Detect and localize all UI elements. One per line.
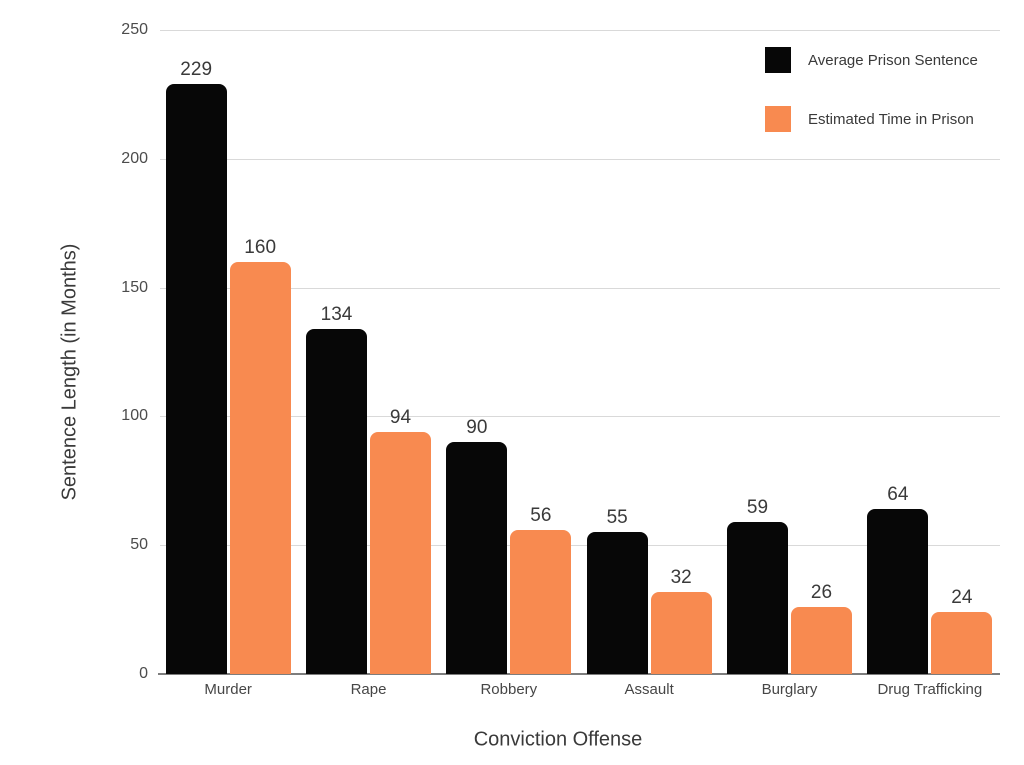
category-label-assault: Assault bbox=[624, 681, 674, 698]
bar-robbery-avg-sentence bbox=[446, 442, 508, 674]
gridline bbox=[160, 545, 1000, 547]
legend-item-est-time: Estimated Time in Prison bbox=[765, 106, 978, 132]
bar-robbery-est-time bbox=[510, 529, 572, 674]
bar-value-label: 24 bbox=[951, 587, 973, 609]
bar-value-label: 64 bbox=[887, 484, 909, 506]
gridline bbox=[160, 287, 1000, 289]
bar-assault-est-time bbox=[650, 591, 712, 674]
y-tick-label: 0 bbox=[139, 665, 148, 682]
y-tick-label: 200 bbox=[121, 149, 148, 167]
legend-item-avg-sentence: Average Prison Sentence bbox=[765, 47, 978, 73]
bar-murder-est-time bbox=[229, 261, 291, 674]
bar-murder-avg-sentence bbox=[165, 84, 227, 674]
bar-value-label: 55 bbox=[606, 507, 628, 529]
y-tick-label: 150 bbox=[121, 278, 148, 296]
category-label-rape: Rape bbox=[350, 681, 387, 698]
category-label-burglary: Burglary bbox=[761, 681, 818, 698]
bar-value-label: 229 bbox=[180, 59, 213, 81]
gridline bbox=[160, 416, 1000, 418]
bar-value-label: 26 bbox=[810, 582, 833, 604]
bar-drug-trafficking-avg-sentence bbox=[867, 509, 929, 674]
x-axis-line bbox=[158, 673, 1000, 675]
gridline bbox=[160, 158, 1000, 160]
bar-value-label: 90 bbox=[466, 417, 488, 439]
legend: Average Prison Sentence Estimated Time in… bbox=[765, 47, 978, 132]
category-label-murder: Murder bbox=[204, 681, 252, 698]
bar-value-label: 160 bbox=[244, 236, 277, 258]
y-tick-label: 250 bbox=[121, 21, 148, 38]
category-label-robbery: Robbery bbox=[480, 681, 538, 698]
bar-burglary-avg-sentence bbox=[727, 522, 788, 674]
bar-value-label: 94 bbox=[389, 406, 412, 428]
category-label-drug-trafficking: Drug Trafficking bbox=[877, 681, 983, 698]
bar-value-label: 134 bbox=[320, 303, 353, 325]
plot-area: 229 160 134 94 90 56 55 32 59 26 64 24 bbox=[158, 30, 1000, 675]
legend-swatch-orange bbox=[765, 106, 791, 132]
legend-label: Estimated Time in Prison bbox=[808, 110, 974, 128]
bar-assault-avg-sentence bbox=[586, 532, 648, 674]
bar-value-label: 56 bbox=[530, 504, 552, 526]
bar-value-label: 32 bbox=[670, 566, 692, 588]
legend-swatch-black bbox=[765, 47, 791, 73]
y-tick-label: 50 bbox=[130, 536, 148, 554]
bar-burglary-est-time bbox=[791, 607, 852, 674]
bar-rape-est-time bbox=[370, 431, 431, 674]
x-axis-title: Conviction Offense bbox=[473, 728, 643, 751]
bar-drug-trafficking-est-time bbox=[931, 612, 993, 674]
y-tick-label: 100 bbox=[121, 407, 148, 425]
legend-label: Average Prison Sentence bbox=[808, 51, 978, 69]
bar-value-label: 59 bbox=[746, 497, 769, 519]
bar-rape-avg-sentence bbox=[306, 328, 367, 674]
gridline bbox=[160, 30, 1000, 31]
